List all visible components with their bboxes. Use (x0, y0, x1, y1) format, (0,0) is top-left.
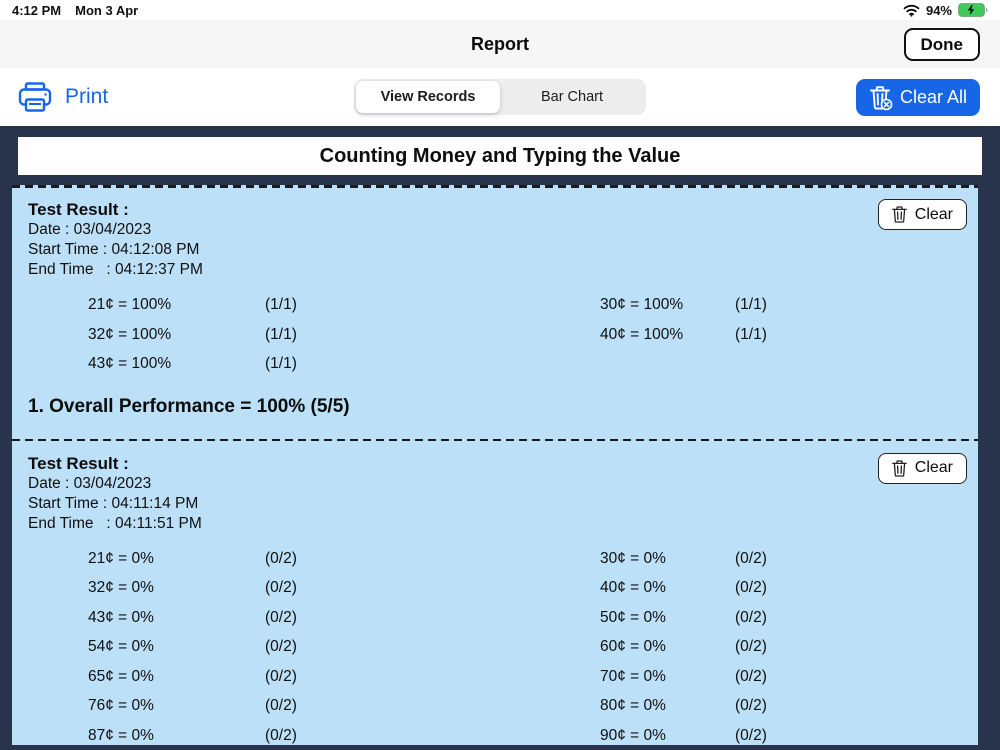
result-label: 21¢ = 0% (88, 549, 154, 567)
trash-icon (891, 459, 907, 477)
clear-record-label: Clear (914, 459, 953, 476)
done-button[interactable]: Done (903, 28, 980, 61)
result-row: 21¢ = 0% (0/2) (28, 544, 495, 574)
result-count: (0/2) (735, 579, 767, 596)
overall-performance: 1. Overall Performance = 100% (5/5) (28, 395, 350, 417)
result-row: 43¢ = 0% (0/2) (28, 603, 495, 633)
result-label: 90¢ = 0% (600, 726, 666, 744)
result-label: 80¢ = 0% (600, 697, 666, 714)
result-row: 54¢ = 0% (0/2) (28, 632, 495, 662)
result-label: 40¢ = 100% (600, 325, 684, 343)
printer-icon (18, 82, 52, 112)
result-count: (0/2) (735, 638, 767, 655)
record-heading: Test Result : (28, 453, 129, 473)
toolbar: Print View Records Bar Chart Clear All (0, 68, 1000, 126)
trash-x-icon (869, 85, 893, 111)
result-row: 50¢ = 0% (0/2) (495, 603, 962, 633)
print-label: Print (65, 85, 109, 108)
result-row: 40¢ = 100% (1/1) (495, 320, 962, 350)
clear-record-button[interactable]: Clear (877, 199, 967, 230)
record-heading: Test Result : (28, 200, 129, 219)
print-button[interactable]: Print (18, 82, 108, 112)
result-row: 76¢ = 0% (0/2) (28, 691, 495, 721)
trash-icon (891, 206, 907, 223)
result-count: (0/2) (265, 579, 297, 596)
result-count: (0/2) (265, 726, 297, 744)
result-row: 32¢ = 100% (1/1) (28, 320, 495, 350)
segment-bar-chart[interactable]: Bar Chart (500, 81, 644, 113)
result-row: 40¢ = 0% (0/2) (495, 573, 962, 603)
result-count: (1/1) (265, 296, 297, 313)
result-row: 80¢ = 0% (0/2) (495, 691, 962, 721)
result-count: (1/1) (265, 355, 297, 372)
result-row: 43¢ = 100% (1/1) (28, 349, 495, 379)
result-row: 87¢ = 0% (0/2) (28, 721, 495, 746)
result-row: 70¢ = 0% (0/2) (495, 662, 962, 692)
result-count: (0/2) (265, 608, 297, 626)
result-label: 60¢ = 0% (600, 638, 666, 655)
result-label: 30¢ = 100% (600, 296, 684, 313)
report-content: Counting Money and Typing the Value Test… (0, 126, 1000, 750)
clear-record-button[interactable]: Clear (877, 452, 967, 484)
result-count: (1/1) (265, 325, 297, 343)
status-time: 4:12 PM (12, 2, 62, 18)
result-count: (0/2) (265, 549, 297, 567)
result-count: (0/2) (735, 726, 767, 744)
result-count: (1/1) (735, 296, 767, 313)
battery-percent: 94% (925, 2, 952, 18)
result-count: (0/2) (735, 697, 767, 714)
result-row: 21¢ = 100% (1/1) (28, 290, 495, 320)
report-title: Counting Money and Typing the Value (319, 144, 681, 167)
record-end-time: End Time : 04:12:37 PM (28, 261, 203, 278)
result-count: (0/2) (735, 667, 767, 685)
result-label: 87¢ = 0% (88, 726, 154, 744)
result-label: 50¢ = 0% (600, 608, 666, 626)
battery-charging-icon (958, 3, 988, 17)
result-row: 65¢ = 0% (0/2) (28, 662, 495, 692)
result-count: (0/2) (265, 697, 297, 714)
result-label: 40¢ = 0% (600, 579, 666, 596)
status-date: Mon 3 Apr (75, 2, 139, 18)
record-date: Date : 03/04/2023 (28, 474, 152, 492)
result-row: 30¢ = 100% (1/1) (495, 290, 962, 320)
result-label: 70¢ = 0% (600, 667, 666, 685)
result-label: 43¢ = 0% (88, 608, 154, 626)
result-label: 30¢ = 0% (600, 549, 666, 567)
status-bar: 4:12 PM Mon 3 Apr 94% (0, 0, 1000, 20)
result-row: 32¢ = 0% (0/2) (28, 573, 495, 603)
result-count: (0/2) (265, 638, 297, 655)
segment-view-records[interactable]: View Records (356, 81, 500, 113)
result-count: (0/2) (735, 549, 767, 567)
clear-record-label: Clear (914, 205, 953, 223)
nav-bar: Report Done (0, 20, 1000, 68)
result-count: (1/1) (735, 325, 767, 343)
record-start-time: Start Time : 04:12:08 PM (28, 241, 200, 258)
result-label: 76¢ = 0% (88, 697, 154, 714)
wifi-icon (903, 4, 920, 17)
page-title: Report (471, 33, 529, 54)
report-title-strip: Counting Money and Typing the Value (18, 137, 982, 175)
test-record-1: Test Result : Date : 03/04/2023 Start Ti… (12, 185, 978, 419)
record-date: Date : 03/04/2023 (28, 221, 152, 238)
record-end-time: End Time : 04:11:51 PM (28, 514, 202, 532)
clear-all-label: Clear All (899, 87, 967, 107)
result-count: (0/2) (735, 608, 767, 626)
records-panel: Test Result : Date : 03/04/2023 Start Ti… (12, 185, 978, 745)
result-label: 32¢ = 0% (88, 579, 154, 596)
clear-all-button[interactable]: Clear All (855, 79, 980, 116)
result-row: 30¢ = 0% (0/2) (495, 544, 962, 574)
test-record-2: Test Result : Date : 03/04/2023 Start Ti… (12, 438, 978, 746)
result-label: 65¢ = 0% (88, 667, 154, 685)
result-count: (0/2) (265, 667, 297, 685)
view-mode-segmented-control: View Records Bar Chart (354, 79, 646, 115)
result-label: 43¢ = 100% (88, 355, 172, 372)
result-label: 21¢ = 100% (88, 296, 172, 313)
result-label: 54¢ = 0% (88, 638, 154, 655)
result-row: 60¢ = 0% (0/2) (495, 632, 962, 662)
result-label: 32¢ = 100% (88, 325, 172, 343)
record-start-time: Start Time : 04:11:14 PM (28, 494, 199, 512)
result-row: 90¢ = 0% (0/2) (495, 721, 962, 746)
